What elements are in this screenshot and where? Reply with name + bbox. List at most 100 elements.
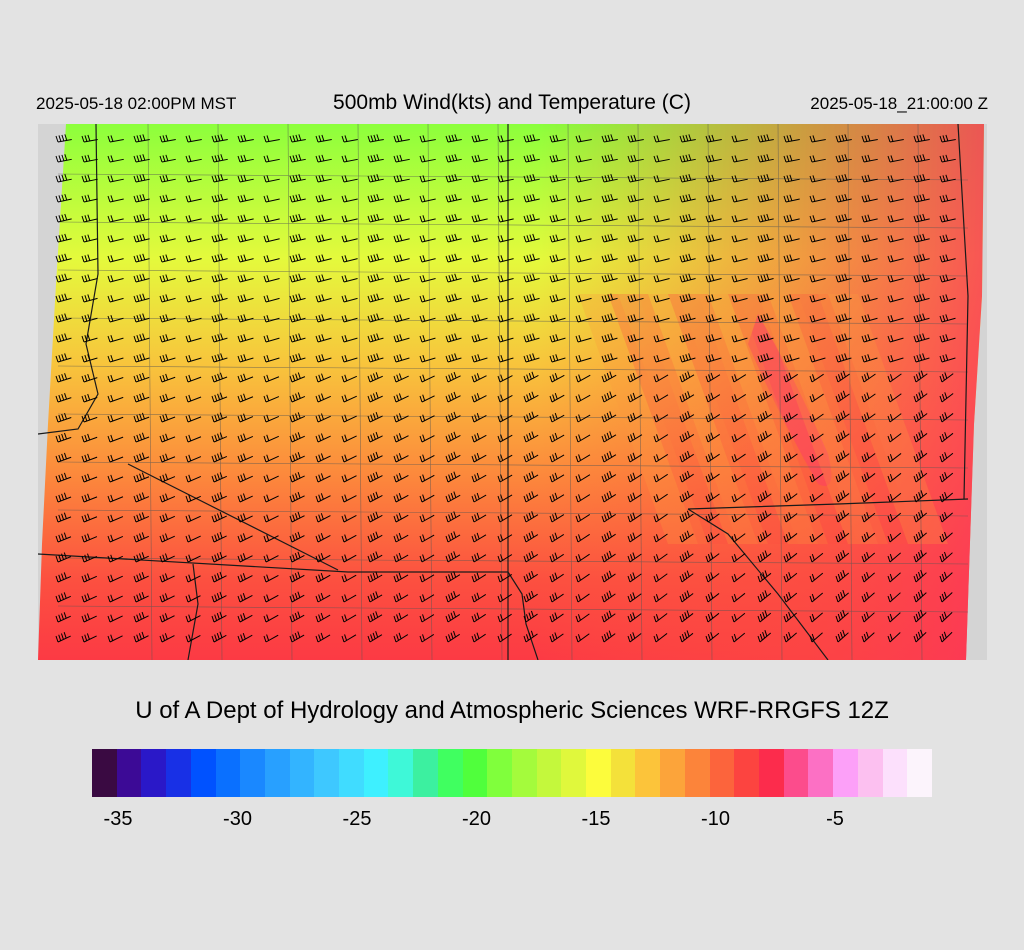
wind-barb [601,451,617,463]
wind-barb [107,634,123,643]
wind-barb [445,333,462,343]
wind-barb [159,473,176,483]
wind-barb [341,175,358,183]
wind-barb [913,253,930,263]
wind-barb [341,135,358,143]
wind-barb [367,571,383,583]
wind-barb [211,492,227,503]
wind-barb [627,214,644,223]
wind-barb [133,432,150,443]
wind-barb [107,315,124,323]
wind-barb [783,214,800,223]
wind-barb [341,195,358,203]
wind-barb [445,610,461,623]
wind-barb [81,553,98,563]
wind-barb [81,473,98,483]
wind-barb [757,430,772,443]
wind-barb [705,134,722,143]
wind-barb [211,213,228,223]
wind-barb [705,372,721,383]
wind-barb [497,494,513,503]
wind-barb [835,570,850,583]
wind-barb [627,154,644,163]
wind-barb [653,633,668,643]
wind-barb [679,154,696,163]
wind-barb [393,274,410,283]
wind-barb [549,632,564,643]
wind-barb [575,434,591,443]
wind-barb [757,273,774,283]
wind-barb [549,512,565,523]
wind-barb [653,593,668,603]
wind-barb [913,529,927,543]
wind-barb [601,213,618,223]
wind-barb [497,354,514,363]
wind-barb [549,432,565,443]
wind-barb [55,472,72,483]
wind-barb [705,492,720,503]
wind-barb [601,253,618,263]
wind-barb [341,394,357,403]
wind-barb [913,410,928,423]
wind-barb [55,432,72,443]
wind-barb [627,254,644,263]
wind-barb [237,612,253,623]
wind-barb [497,394,513,403]
colorbar-swatch [586,749,611,797]
wind-barb [419,315,436,323]
wind-barb [887,592,901,603]
wind-barb [679,253,696,263]
wind-barb [627,274,644,283]
wind-barb [497,155,514,163]
wind-barb [263,295,280,303]
colorbar-swatch [437,749,463,797]
wind-barb [549,572,564,583]
wind-barb [757,590,772,603]
wind-barb [315,533,331,543]
wind-barb [289,591,305,603]
wind-barb [367,491,383,503]
wind-barb [159,373,176,383]
wind-barb [185,255,202,263]
wind-barb [809,235,826,243]
wind-barb [341,494,357,503]
wind-barb [757,353,774,363]
wind-barb [445,174,462,183]
wind-barb [107,215,124,223]
wind-barb [55,134,72,143]
wind-barb [81,274,98,283]
wind-barb [731,553,746,563]
wind-barb [445,273,462,283]
wind-barb [263,235,280,243]
wind-barb [367,511,383,523]
county-line [57,365,969,373]
wind-barb [679,233,696,243]
wind-barb [913,213,930,223]
colorbar-swatch [561,749,587,797]
wind-barb [185,454,202,463]
wind-barb [419,175,436,183]
wind-barb [289,611,305,623]
wind-barb [159,633,175,643]
wind-barb [939,372,954,383]
wind-barb [887,215,904,223]
wind-barb [133,273,150,283]
wind-barb [757,213,774,223]
wind-barb [523,431,539,443]
wind-barb [679,470,694,483]
wind-barb [471,632,486,643]
wind-barb [263,215,280,223]
wind-barb [367,531,383,543]
wind-barb [341,275,358,283]
wind-barb [835,390,850,403]
wind-barb [393,194,410,203]
wind-barb [55,333,72,343]
wind-barb [341,155,358,163]
wind-barb [263,514,279,523]
wind-barb [653,275,670,283]
wind-barb [653,315,670,323]
wind-barb [653,394,669,403]
wind-barb [679,353,696,363]
wind-barb [809,632,823,643]
wind-barb [679,193,696,203]
